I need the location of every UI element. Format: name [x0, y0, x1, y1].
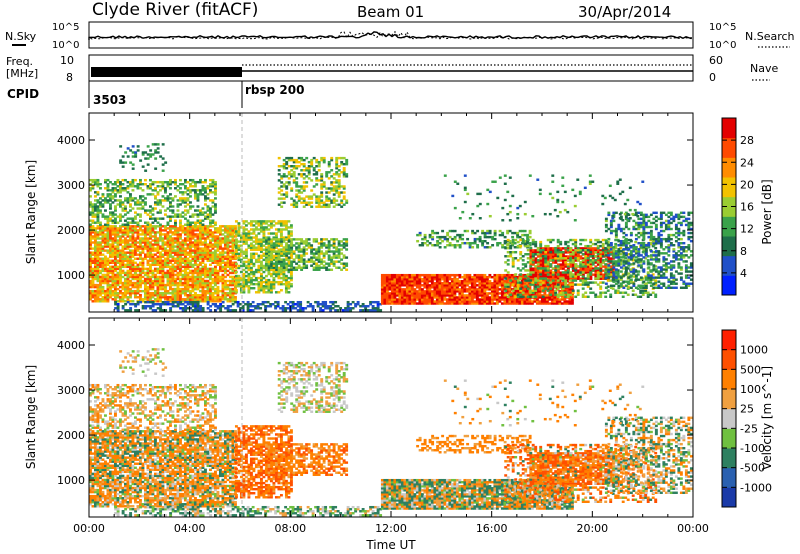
nsearch-tick-top: 10^5	[709, 22, 736, 33]
nsky-trace	[88, 31, 693, 40]
freq-bar-early	[91, 67, 242, 77]
power-ytick-label: 1000	[57, 269, 85, 282]
power-colorbar-tick-label: 12	[740, 223, 754, 236]
nave-label: Nave	[750, 62, 778, 75]
power-colorbar-tick-label: 8	[740, 245, 747, 258]
velocity-colorbar-swatch	[722, 487, 736, 508]
power-colorbar-label: Power [dB]	[760, 179, 774, 244]
power-colorbar-swatch	[722, 216, 736, 237]
freq-tick-bottom: 8	[66, 71, 73, 84]
velocity-ytick-label: 4000	[57, 339, 85, 352]
cpid-segment-2: rbsp 200	[245, 83, 304, 97]
power-colorbar-tick-label: 16	[740, 201, 754, 214]
velocity-xtick-label: 00:00	[677, 522, 709, 535]
freq-tick-top: 10	[60, 54, 74, 67]
power-colorbar-swatch	[722, 118, 736, 139]
velocity-xtick-label: 08:00	[274, 522, 306, 535]
velocity-xtick-label: 00:00	[73, 522, 105, 535]
power-colorbar-swatch	[722, 196, 736, 217]
power-colorbar-swatch	[722, 137, 736, 158]
cpid-segment-1: 3503	[93, 93, 126, 107]
velocity-xtick-label: 16:00	[476, 522, 508, 535]
velocity-colorbar-tick-label: -500	[740, 462, 765, 475]
nave-tick-top: 60	[709, 54, 723, 67]
velocity-colorbar-tick-label: 1000	[740, 344, 768, 357]
velocity-ytick-label: 1000	[57, 474, 85, 487]
power-colorbar-swatch	[722, 157, 736, 178]
velocity-panel: 1000 2000 3000 4000 00:00 04:00 08:00 12:00 16:…	[24, 317, 709, 535]
nave-tick-bottom: 0	[709, 71, 716, 84]
nsky-label: N.Sky	[5, 30, 37, 43]
freq-label-line2: [MHz]	[6, 67, 38, 80]
power-colorbar: 28 24 20 16 12 8 4 Power [dB]	[721, 117, 774, 296]
velocity-colorbar-tick-label: 25	[740, 403, 754, 416]
power-ylabel: Slant Range [km]	[24, 160, 38, 264]
nsearch-tick-bottom: 10^0	[709, 40, 736, 51]
velocity-colorbar: 1000 500 100 25 -25 -100 -500 -1000 Velocity [m…	[721, 329, 774, 508]
velocity-ylabel: Slant Range [km]	[24, 365, 38, 469]
power-colorbar-swatch	[722, 236, 736, 257]
power-ytick-label: 4000	[57, 134, 85, 147]
velocity-colorbar-tick-label: -100	[740, 442, 765, 455]
power-panel: 1000 2000 3000 4000 Slant Range [km]	[24, 112, 694, 313]
velocity-colorbar-swatch	[722, 448, 736, 469]
velocity-colorbar-label: Velocity [m s^-1]	[760, 366, 774, 470]
power-colorbar-tick-label: 28	[740, 134, 754, 147]
power-data	[89, 113, 693, 312]
power-colorbar-tick-label: 4	[740, 267, 747, 280]
nsky-tick-top: 10^5	[52, 22, 79, 33]
velocity-data	[89, 318, 693, 517]
velocity-xtick-label: 04:00	[174, 522, 206, 535]
freq-strip: Freq. [MHz] 10 8 60 0 Nave	[6, 54, 778, 84]
velocity-ytick-label: 2000	[57, 429, 85, 442]
power-colorbar-swatch	[722, 255, 736, 276]
velocity-colorbar-tick-label: 100	[740, 383, 761, 396]
power-ytick-label: 3000	[57, 179, 85, 192]
velocity-colorbar-swatch	[722, 369, 736, 390]
power-ytick-label: 2000	[57, 224, 85, 237]
power-colorbar-swatch	[722, 275, 736, 296]
velocity-colorbar-tick-label: -1000	[740, 481, 772, 494]
velocity-colorbar-swatch	[722, 428, 736, 449]
beam-label: Beam 01	[357, 3, 424, 21]
velocity-colorbar-swatch	[722, 389, 736, 410]
freq-label-line1: Freq.	[6, 55, 33, 68]
velocity-colorbar-swatch	[722, 349, 736, 370]
velocity-colorbar-swatch	[722, 330, 736, 351]
cpid-strip: CPID 3503 rbsp 200	[7, 81, 304, 108]
x-axis-label: Time UT	[365, 538, 416, 552]
velocity-colorbar-tick-label: 500	[740, 363, 761, 376]
nsky-strip: N.Sky 10^5 10^0 10^5 10^0 N.Search	[5, 21, 795, 51]
velocity-xtick-label: 12:00	[375, 522, 407, 535]
power-colorbar-swatch	[722, 177, 736, 198]
nsky-tick-bottom: 10^0	[52, 40, 79, 51]
power-colorbar-tick-label: 24	[740, 156, 754, 169]
velocity-xtick-label: 20:00	[576, 522, 608, 535]
cpid-label: CPID	[7, 87, 39, 101]
velocity-colorbar-swatch	[722, 408, 736, 429]
power-colorbar-tick-label: 20	[740, 178, 754, 191]
date-label: 30/Apr/2014	[578, 3, 671, 21]
station-title: Clyde River (fitACF)	[92, 0, 258, 20]
nsearch-trace	[88, 30, 693, 40]
velocity-colorbar-swatch	[722, 467, 736, 488]
velocity-colorbar-tick-label: -25	[740, 422, 758, 435]
velocity-ytick-label: 3000	[57, 384, 85, 397]
nsearch-label: N.Search	[745, 30, 795, 43]
